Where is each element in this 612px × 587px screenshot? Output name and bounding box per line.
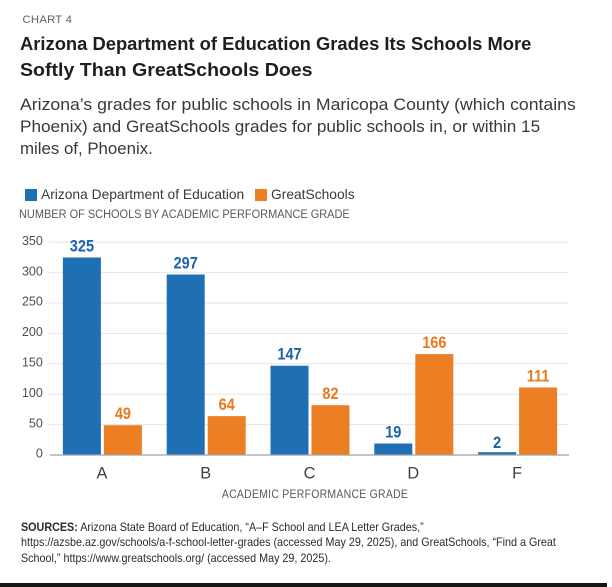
svg-text:F: F: [512, 465, 522, 483]
svg-text:100: 100: [22, 386, 43, 400]
svg-text:A: A: [96, 465, 107, 483]
svg-text:200: 200: [22, 325, 43, 339]
svg-text:297: 297: [174, 255, 198, 273]
svg-text:0: 0: [36, 447, 43, 461]
svg-text:ACADEMIC PERFORMANCE GRADE: ACADEMIC PERFORMANCE GRADE: [222, 488, 408, 501]
svg-text:64: 64: [219, 396, 235, 414]
svg-text:82: 82: [322, 385, 338, 403]
svg-text:2: 2: [493, 434, 501, 452]
svg-text:50: 50: [29, 416, 43, 430]
svg-text:B: B: [200, 465, 211, 483]
svg-text:150: 150: [22, 356, 43, 370]
svg-text:325: 325: [70, 238, 95, 256]
svg-text:147: 147: [277, 346, 301, 364]
svg-text:166: 166: [422, 334, 447, 352]
svg-text:49: 49: [115, 405, 131, 423]
svg-text:19: 19: [385, 424, 401, 442]
svg-text:350: 350: [22, 234, 43, 248]
svg-text:300: 300: [22, 264, 43, 278]
svg-text:111: 111: [527, 368, 550, 386]
svg-text:D: D: [407, 465, 419, 483]
svg-text:250: 250: [22, 295, 43, 309]
svg-text:C: C: [304, 465, 316, 483]
